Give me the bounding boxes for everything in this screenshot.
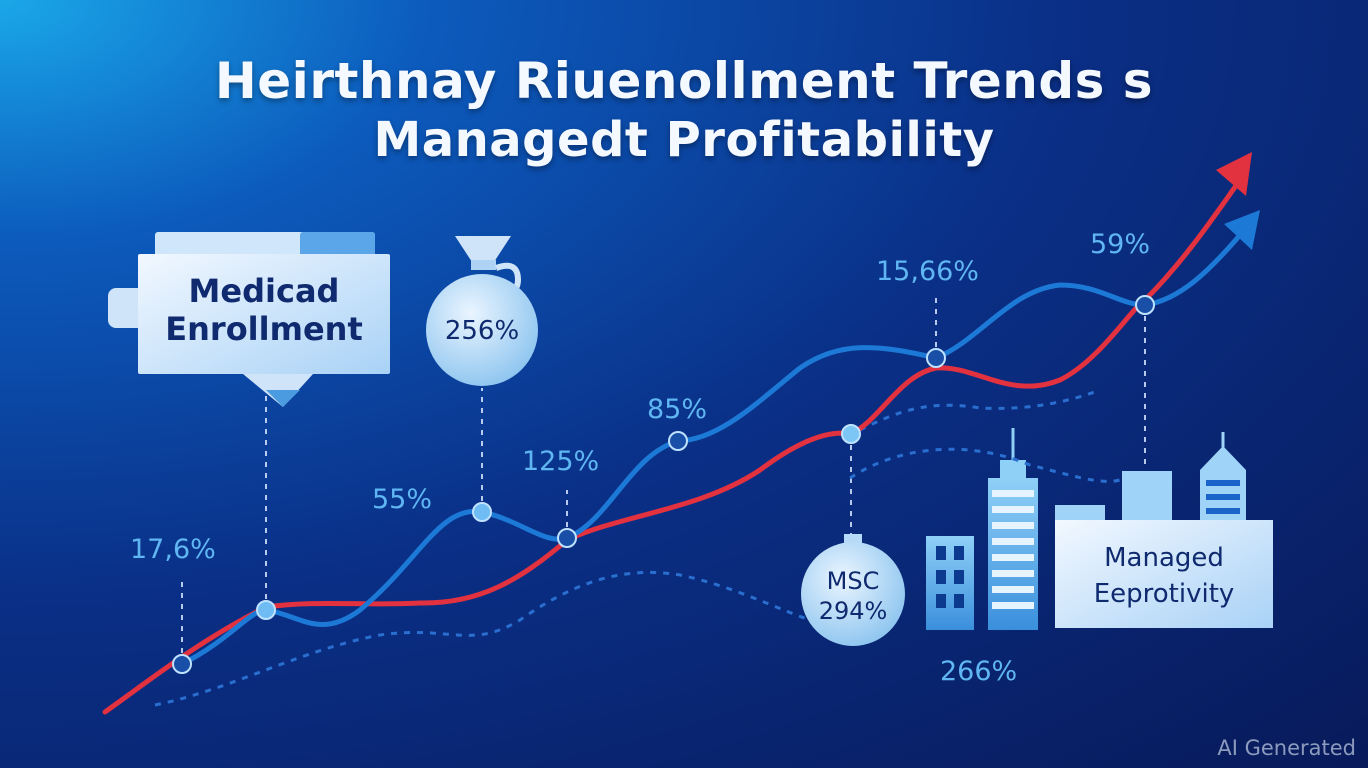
- ai-generated-watermark: AI Generated: [1217, 736, 1356, 760]
- managed-card: [1055, 520, 1273, 628]
- chart-title-line-2: Managedt Profitability: [373, 112, 995, 168]
- data-label-3: 125%: [522, 446, 600, 477]
- money-bag-icon: [426, 236, 538, 386]
- data-point-2: [256, 600, 276, 620]
- data-label-4: 85%: [647, 394, 708, 425]
- money-bag-value: 256%: [444, 316, 520, 346]
- data-point-5: [668, 431, 688, 451]
- chart-title-line-1: Heirthnay Riuenollment Trends s: [214, 52, 1154, 110]
- data-label-1: 17,6%: [130, 534, 216, 565]
- series-red-line: [102, 177, 1243, 715]
- data-point-6: [841, 424, 861, 444]
- data-label-6: 59%: [1090, 229, 1151, 260]
- guide-lines: [181, 292, 1146, 664]
- red-arrowhead: [1216, 152, 1252, 196]
- data-label-7: 266%: [940, 656, 1018, 687]
- data-label-5: 15,66%: [876, 256, 979, 287]
- data-point-1: [172, 654, 192, 674]
- medicad-enrollment-card: [108, 232, 390, 407]
- series-dashed-line: [154, 388, 1121, 707]
- marker-layer: [172, 295, 1155, 674]
- data-point-4: [557, 528, 577, 548]
- msc-badge-label: MSC 294%: [818, 567, 888, 625]
- managed-card-label: Managed Eeprotivity: [1093, 543, 1235, 609]
- data-point-3: [472, 502, 492, 522]
- data-point-8: [1135, 295, 1155, 315]
- medicad-enrollment-label: Medicad Enrollment: [165, 272, 363, 348]
- blue-arrowhead: [1224, 210, 1260, 250]
- data-point-7: [926, 348, 946, 368]
- msc-badge: [801, 534, 905, 646]
- data-label-2: 55%: [372, 484, 433, 515]
